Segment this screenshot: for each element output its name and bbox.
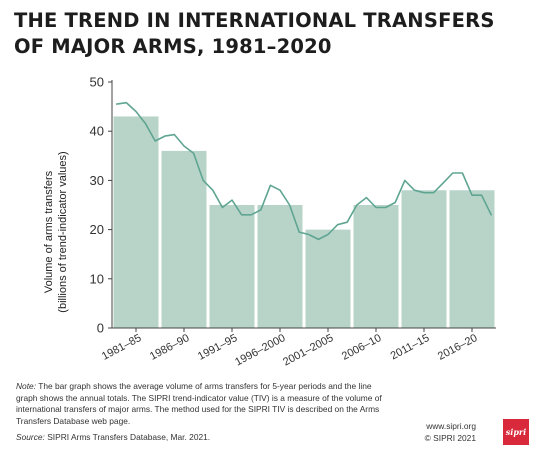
bar-3 <box>257 205 303 328</box>
y-tick-labels: 0 10 20 30 40 50 <box>90 75 104 336</box>
annual-total-line <box>116 101 493 241</box>
y-tick-label-20: 20 <box>90 222 104 237</box>
x-tick-label-0: 1981–85 <box>100 332 143 363</box>
source-text: SIPRI Arms Transfers Database, Mar. 2021… <box>47 432 211 442</box>
copyright: © SIPRI 2021 <box>424 432 476 443</box>
chart-title: THE TREND IN INTERNATIONAL TRANSFERS OF … <box>14 8 534 60</box>
bar-1 <box>161 150 207 328</box>
source-label: Source: <box>16 432 45 442</box>
bar-7 <box>449 190 495 328</box>
note-label: Note: <box>16 381 37 391</box>
x-tick-label-5: 2006–10 <box>340 332 383 363</box>
arms-transfers-chart: 0 10 20 30 40 50 1981–85 1986–90 1991–951996–20… <box>43 75 496 368</box>
y-axis-label-line-2: (billions of trend-indicator values) <box>57 151 69 312</box>
bar-0 <box>113 116 159 328</box>
y-tick-label-0: 0 <box>97 321 104 336</box>
x-tick-label-3: 1996–2000 <box>233 332 287 368</box>
credit-block: www.sipri.org © SIPRI 2021 <box>425 421 476 444</box>
footnote: Note: The bar graph shows the average vo… <box>16 381 386 427</box>
x-tick-label-6: 2011–15 <box>389 332 432 362</box>
source-line: Source: SIPRI Arms Transfers Database, M… <box>16 432 210 442</box>
x-tick-label-4: 2001–2005 <box>281 332 335 368</box>
bar-6 <box>401 190 447 328</box>
y-tick-label-10: 10 <box>90 271 104 286</box>
bar-2 <box>209 205 255 328</box>
axes <box>108 80 496 332</box>
line-series <box>116 101 493 241</box>
y-tick-label-30: 30 <box>90 173 104 188</box>
sipri-url: www.sipri.org <box>426 421 476 431</box>
y-tick-label-40: 40 <box>90 124 104 139</box>
chart-title-line-2: OF MAJOR ARMS, 1981–2020 <box>14 35 332 58</box>
bar-5 <box>353 205 399 328</box>
bar-4 <box>305 229 351 328</box>
sipri-logo: sipri <box>503 419 529 445</box>
note-text: The bar graph shows the average volume o… <box>16 381 382 426</box>
sipri-logo-text: sipri <box>505 427 527 437</box>
chart-title-line-1: THE TREND IN INTERNATIONAL TRANSFERS <box>14 9 495 32</box>
bar-series <box>113 116 495 328</box>
y-tick-label-50: 50 <box>90 75 104 90</box>
x-tick-label-7: 2016–20 <box>436 332 479 363</box>
x-tick-label-1: 1986–90 <box>148 332 191 363</box>
y-axis-label-line-1: Volume of arms transfers <box>43 170 55 293</box>
